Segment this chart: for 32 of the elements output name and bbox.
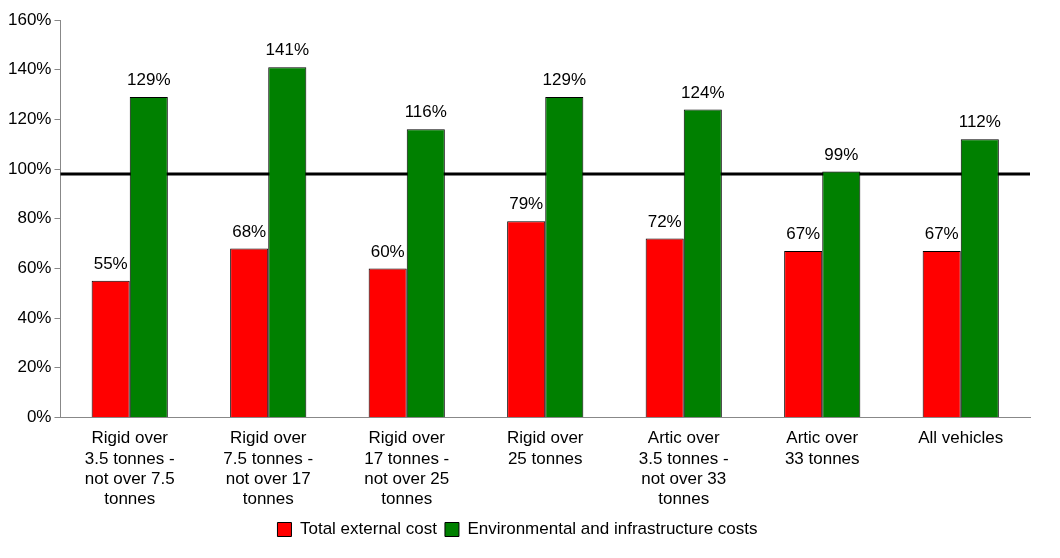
legend-label: Total external cost [299, 519, 438, 539]
y-tick-label: 120% [8, 109, 52, 129]
data-label: 116% [404, 102, 447, 122]
data-label: 99% [824, 144, 859, 164]
data-label: 124% [681, 82, 725, 102]
y-tick-label: 60% [17, 258, 52, 278]
y-tick-label: 160% [8, 9, 52, 29]
y-tick-label: 100% [8, 158, 52, 178]
x-tick-label: All vehicles [918, 428, 1004, 448]
y-tick-label: 20% [17, 357, 52, 377]
data-label: 79% [509, 194, 544, 214]
y-tick-label: 140% [8, 59, 52, 79]
data-label: 129% [542, 70, 587, 90]
legend-label: Environmental and infrastructure costs [467, 519, 758, 539]
data-label: 67% [924, 224, 959, 244]
data-label: 72% [647, 211, 682, 231]
x-tick-label: Artic over 3.5 tonnes - not over 33 tonnes [638, 428, 729, 509]
x-tick-label: Rigid over 25 tonnes [506, 428, 584, 468]
data-label: 67% [786, 224, 821, 244]
y-tick-label: 0% [26, 407, 52, 427]
data-label: 60% [370, 241, 405, 261]
x-tick-label: Rigid over 3.5 tonnes - not over 7.5 tonnes [84, 428, 175, 509]
x-tick-label: Rigid over 17 tonnes - not over 25 tonnes [364, 428, 450, 509]
data-label: 112% [958, 112, 1001, 132]
x-tick-label: Artic over 33 tonnes [784, 428, 860, 468]
data-label: 68% [232, 221, 267, 241]
y-tick-label: 40% [17, 307, 52, 327]
data-label: 141% [265, 40, 310, 60]
data-label: 129% [127, 70, 171, 90]
y-tick-label: 80% [17, 208, 52, 228]
data-label: 55% [93, 253, 128, 273]
x-tick-label: Rigid over 7.5 tonnes - not over 17 tonnes [223, 428, 314, 509]
